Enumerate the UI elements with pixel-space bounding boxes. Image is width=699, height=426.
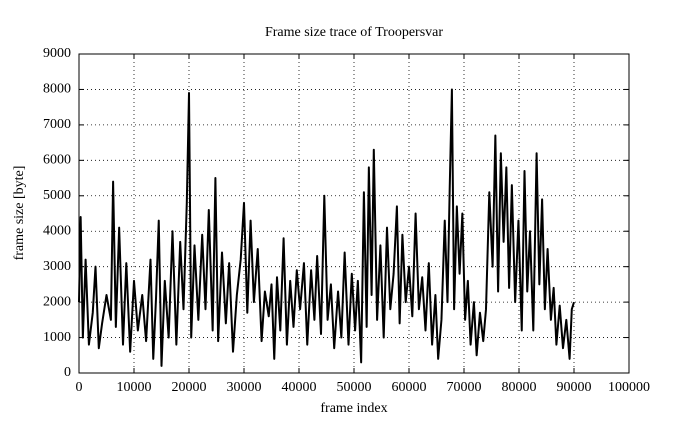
plot-frame [78,53,630,374]
x-tick-label: 80000 [502,380,537,395]
chart-title: Frame size trace of Troopersvar [265,25,443,40]
y-tick-label: 9000 [43,46,71,61]
y-tick-label: 2000 [43,294,71,309]
data-line [78,88,575,367]
y-axis-label: frame size [byte] [12,166,27,261]
x-tick-label: 50000 [337,380,372,395]
x-tick-label: 30000 [227,380,262,395]
y-tick-label: 8000 [43,82,71,97]
y-tick-label: 0 [64,365,71,380]
y-tick-label: 4000 [43,223,71,238]
x-axis-label: frame index [320,401,387,416]
x-tick-label: 40000 [282,380,317,395]
x-tick-label: 60000 [392,380,427,395]
x-tick-label: 10000 [117,380,152,395]
y-tick-label: 1000 [43,330,71,345]
y-tick-label: 3000 [43,259,71,274]
y-tick-label: 5000 [43,188,71,203]
y-tick-label: 6000 [43,153,71,168]
x-tick-label: 20000 [172,380,207,395]
x-tick-label: 90000 [557,380,592,395]
x-tick-label: 100000 [608,380,650,395]
x-tick-label: 0 [76,380,83,395]
y-tick-label: 7000 [43,117,71,132]
x-tick-label: 70000 [447,380,482,395]
